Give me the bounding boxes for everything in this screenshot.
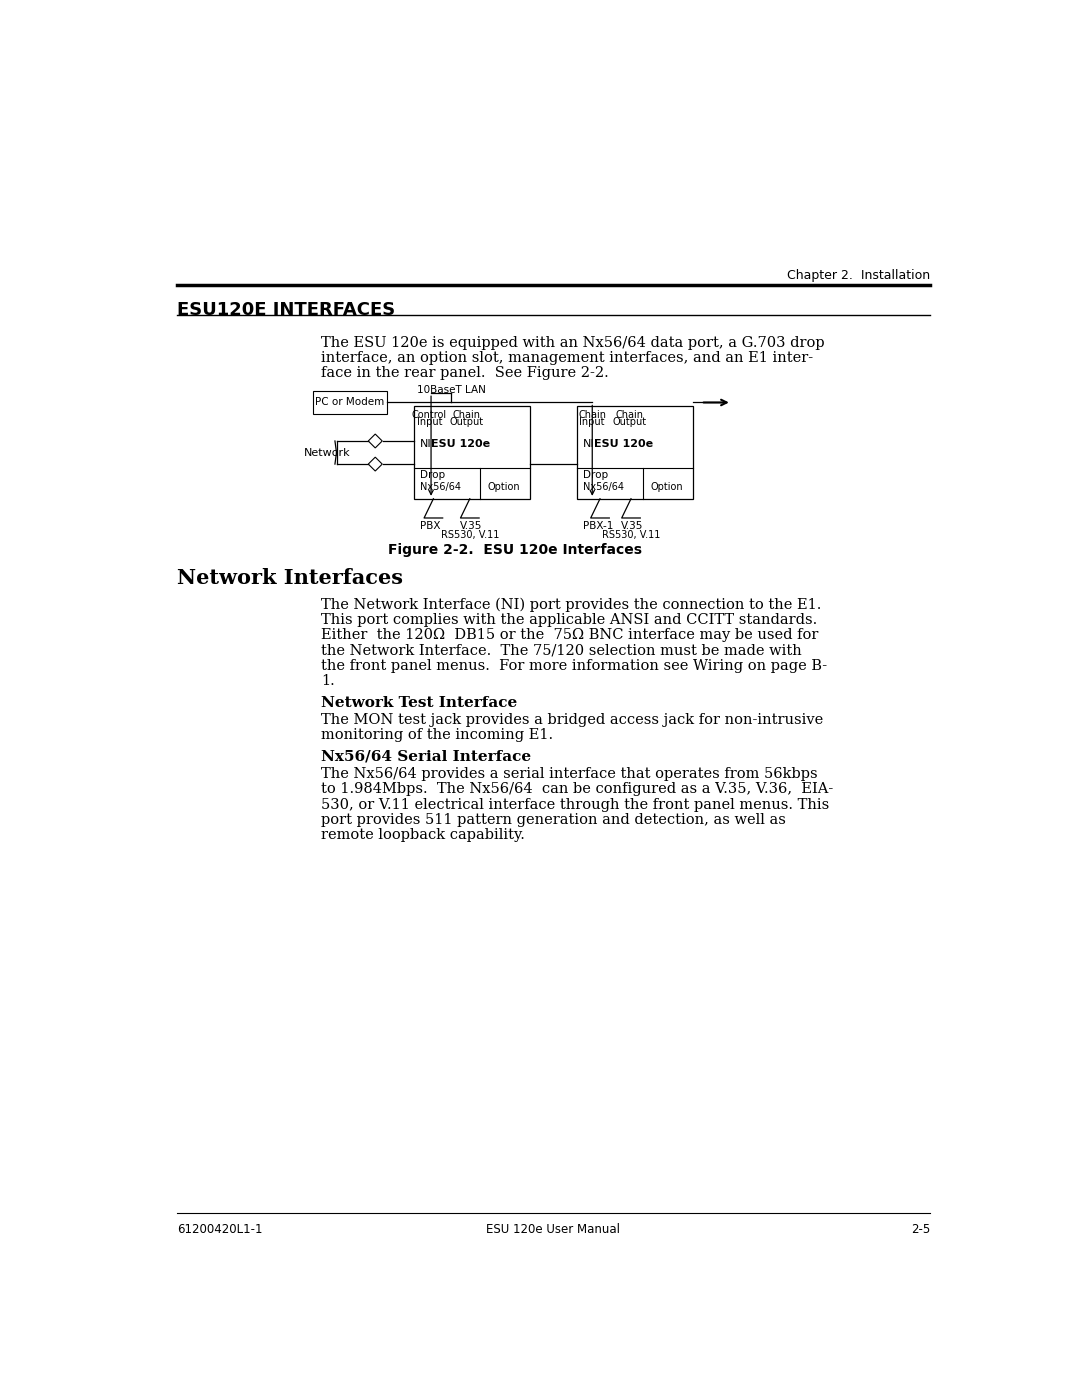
Text: monitoring of the incoming E1.: monitoring of the incoming E1. — [321, 728, 553, 742]
Text: Nx56/64 Serial Interface: Nx56/64 Serial Interface — [321, 750, 531, 764]
Text: Drop: Drop — [420, 471, 445, 481]
Text: RS530, V.11: RS530, V.11 — [441, 531, 499, 541]
Text: V.35: V.35 — [460, 521, 483, 531]
Text: Control: Control — [411, 411, 447, 420]
Text: the Network Interface.  The 75/120 selection must be made with: the Network Interface. The 75/120 select… — [321, 644, 801, 658]
Text: 1.: 1. — [321, 675, 335, 689]
Text: Chapter 2.  Installation: Chapter 2. Installation — [787, 268, 930, 282]
Bar — [313, 391, 387, 414]
Text: PBX-1: PBX-1 — [583, 521, 613, 531]
Text: remote loopback capability.: remote loopback capability. — [321, 828, 525, 842]
Text: Chain: Chain — [453, 411, 481, 420]
Text: The MON test jack provides a bridged access jack for non-intrusive: The MON test jack provides a bridged acc… — [321, 712, 823, 726]
Text: ESU 120e: ESU 120e — [594, 439, 653, 448]
Bar — [577, 407, 693, 499]
Text: ESU 120e User Manual: ESU 120e User Manual — [486, 1222, 621, 1235]
Text: Output: Output — [449, 418, 484, 427]
Text: Chain: Chain — [616, 411, 644, 420]
Text: Option: Option — [488, 482, 521, 492]
Text: Nx56/64: Nx56/64 — [420, 482, 461, 492]
Text: Network Interfaces: Network Interfaces — [177, 569, 403, 588]
Text: Option: Option — [650, 482, 683, 492]
Text: The ESU 120e is equipped with an Nx56/64 data port, a G.703 drop: The ESU 120e is equipped with an Nx56/64… — [321, 335, 825, 349]
Text: 61200420L1-1: 61200420L1-1 — [177, 1222, 262, 1235]
Text: Either  the 120Ω  DB15 or the  75Ω BNC interface may be used for: Either the 120Ω DB15 or the 75Ω BNC inte… — [321, 629, 819, 643]
Text: Nx56/64: Nx56/64 — [583, 482, 624, 492]
Text: the front panel menus.  For more information see Wiring on page B-: the front panel menus. For more informat… — [321, 659, 827, 673]
Text: face in the rear panel.  See Figure 2-2.: face in the rear panel. See Figure 2-2. — [321, 366, 609, 380]
Text: interface, an option slot, management interfaces, and an E1 inter-: interface, an option slot, management in… — [321, 351, 813, 365]
Text: 530, or V.11 electrical interface through the front panel menus. This: 530, or V.11 electrical interface throug… — [321, 798, 829, 812]
Text: PC or Modem: PC or Modem — [315, 398, 384, 408]
Text: Figure 2-2.  ESU 120e Interfaces: Figure 2-2. ESU 120e Interfaces — [388, 543, 642, 557]
Text: Input: Input — [417, 418, 442, 427]
Text: Network: Network — [303, 447, 351, 458]
Text: The Network Interface (NI) port provides the connection to the E1.: The Network Interface (NI) port provides… — [321, 598, 822, 612]
Text: Output: Output — [612, 418, 647, 427]
Text: 2-5: 2-5 — [910, 1222, 930, 1235]
Text: ESU120E INTERFACES: ESU120E INTERFACES — [177, 300, 395, 319]
Text: NI: NI — [420, 439, 432, 448]
Text: Drop: Drop — [583, 471, 608, 481]
Text: Chain: Chain — [578, 411, 606, 420]
Text: NI: NI — [583, 439, 595, 448]
Text: V.35: V.35 — [621, 521, 644, 531]
Text: Input: Input — [580, 418, 605, 427]
Text: to 1.984Mbps.  The Nx56/64  can be configured as a V.35, V.36,  EIA-: to 1.984Mbps. The Nx56/64 can be configu… — [321, 782, 834, 796]
Text: RS530, V.11: RS530, V.11 — [602, 531, 660, 541]
Text: The Nx56/64 provides a serial interface that operates from 56kbps: The Nx56/64 provides a serial interface … — [321, 767, 818, 781]
Text: 10BaseT LAN: 10BaseT LAN — [417, 384, 486, 395]
Text: ESU 120e: ESU 120e — [431, 439, 490, 448]
Text: This port complies with the applicable ANSI and CCITT standards.: This port complies with the applicable A… — [321, 613, 818, 627]
Bar — [414, 407, 530, 499]
Text: Network Test Interface: Network Test Interface — [321, 696, 517, 710]
Text: PBX: PBX — [420, 521, 441, 531]
Text: port provides 511 pattern generation and detection, as well as: port provides 511 pattern generation and… — [321, 813, 786, 827]
